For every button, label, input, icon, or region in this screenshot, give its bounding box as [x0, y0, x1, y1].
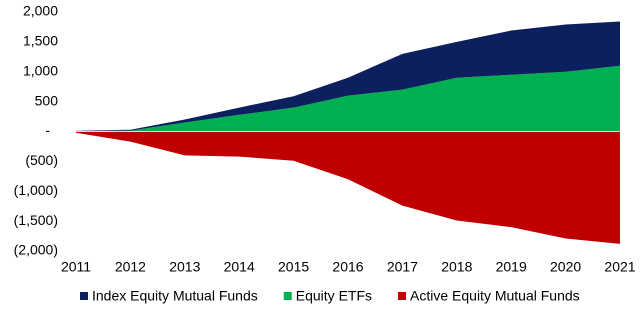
x-tick-label: 2013 — [169, 259, 200, 275]
x-tick-label: 2015 — [278, 259, 309, 275]
x-tick-label: 2018 — [441, 259, 472, 275]
y-tick-label: (500) — [25, 152, 58, 168]
x-tick-label: 2021 — [604, 259, 635, 275]
x-tick-label: 2016 — [332, 259, 363, 275]
y-tick-label: 2,000 — [23, 3, 58, 19]
y-tick-label: 500 — [35, 92, 59, 108]
legend-swatch — [80, 292, 88, 300]
area — [76, 131, 620, 244]
y-tick-label: 1,000 — [23, 62, 58, 78]
x-tick-label: 2011 — [61, 259, 91, 275]
y-tick-label: (1,500) — [14, 212, 58, 228]
area — [76, 65, 620, 132]
legend-label: Equity ETFs — [296, 288, 372, 304]
x-tick-label: 2020 — [550, 259, 581, 275]
legend-swatch — [283, 292, 292, 300]
y-tick-label: - — [45, 122, 50, 138]
x-tick-label: 2012 — [115, 259, 146, 275]
area — [76, 21, 620, 132]
y-tick-label: 1,500 — [23, 33, 58, 49]
legend-swatch — [398, 292, 407, 300]
y-tick-label: (2,000) — [14, 242, 58, 258]
legend-label: Index Equity Mutual Funds — [92, 288, 258, 304]
y-tick-label: (1,000) — [14, 182, 58, 198]
x-tick-label: 2019 — [496, 259, 527, 275]
x-tick-label: 2014 — [224, 259, 255, 275]
x-tick-label: 2017 — [387, 259, 418, 275]
legend-label: Active Equity Mutual Funds — [410, 288, 580, 304]
